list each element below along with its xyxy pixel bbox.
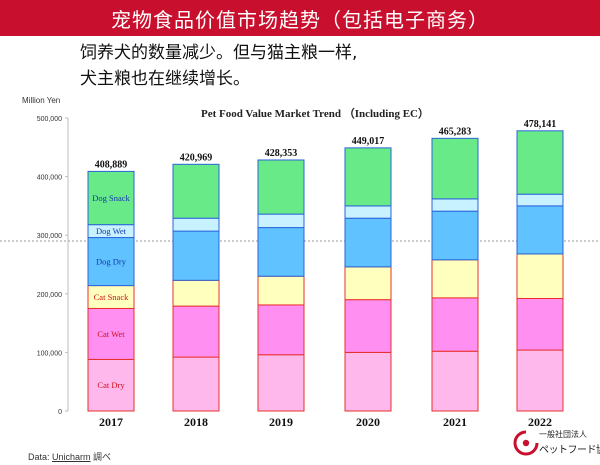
bar-segment-dog-dry	[87, 237, 135, 287]
bar-segment-dog-snack	[87, 170, 135, 226]
bar-segment-cat-wet	[516, 297, 564, 351]
y-axis-label: Million Yen	[22, 96, 60, 105]
logo-swirl-icon	[513, 430, 539, 456]
bar-segment-cat-snack	[172, 279, 220, 307]
y-tick-label: 200,000	[37, 292, 62, 299]
logo-line-2: ペットフード協	[539, 445, 600, 456]
bar-segment-dog-snack	[344, 147, 392, 207]
bar-segment-cat-snack	[516, 253, 564, 299]
y-tick-label: 400,000	[37, 175, 62, 182]
subtitle-line-1: 饲养犬的数量减少。但与猫主粮一样,	[80, 43, 358, 63]
x-tick-label: 2021	[443, 415, 467, 429]
bar-segment-dog-snack	[172, 163, 220, 219]
series-label-cat-wet: Cat Wet	[97, 329, 125, 339]
bar-segment-cat-wet	[172, 305, 220, 358]
x-tick-label: 2017	[99, 415, 123, 429]
bar-segment-dog-dry	[516, 205, 564, 255]
total-label: 408,889	[95, 159, 128, 170]
data-source: Data: Unicharm 調べ	[28, 450, 111, 463]
association-logo: 一般社団法人 ペットフード協	[512, 427, 600, 463]
bar-segment-dog-wet	[431, 198, 479, 212]
x-tick-label: 2018	[184, 415, 208, 429]
series-label-dog-wet: Dog Wet	[96, 226, 127, 236]
bar-segment-cat-wet	[257, 304, 305, 356]
series-label-dog-snack: Dog Snack	[92, 193, 130, 203]
page-title: 宠物食品价值市场趋势（包括电子商务）	[111, 8, 489, 32]
bar-segment-dog-wet	[257, 213, 305, 229]
title-banner: 宠物食品价值市场趋势（包括电子商务）	[0, 0, 600, 36]
subtitle-line-2: 犬主粮也在继续增长。	[80, 69, 250, 89]
x-tick-label: 2020	[356, 415, 380, 429]
series-label-cat-dry: Cat Dry	[97, 380, 125, 390]
bar-segment-dog-dry	[431, 210, 479, 261]
bar-segment-dog-snack	[257, 159, 305, 215]
x-tick-label: 2022	[528, 415, 552, 429]
bar-segment-cat-wet	[87, 307, 135, 360]
bar-segment-cat-wet	[431, 297, 479, 352]
bar-segment-dog-dry	[344, 217, 392, 268]
bar-segment-dog-wet	[172, 217, 220, 232]
x-tick-label: 2019	[269, 415, 293, 429]
source-prefix: Data:	[28, 452, 53, 462]
total-label: 478,141	[524, 119, 557, 130]
bar-segment-cat-dry	[172, 356, 220, 412]
series-label-cat-snack: Cat Snack	[94, 292, 129, 302]
total-label: 428,353	[265, 148, 298, 159]
y-tick-label: 0	[58, 409, 62, 416]
source-suffix: 調べ	[90, 452, 112, 462]
bar-segment-dog-dry	[172, 230, 220, 281]
bar-segment-cat-dry	[257, 354, 305, 412]
source-name: Unicharm	[52, 452, 91, 462]
bar-segment-dog-snack	[431, 137, 479, 200]
bar-segment-dog-snack	[516, 130, 564, 195]
y-tick-label: 300,000	[37, 233, 62, 240]
subtitle-text: 饲养犬的数量减少。但与猫主粮一样, 犬主粮也在继续增长。	[80, 40, 357, 92]
bar-segment-cat-snack	[344, 266, 392, 301]
bar-segment-cat-dry	[87, 358, 135, 412]
y-tick-label: 100,000	[37, 350, 62, 357]
total-label: 449,017	[352, 136, 385, 147]
bar-segment-cat-dry	[431, 350, 479, 412]
total-label: 420,969	[180, 152, 213, 163]
bar-segment-cat-dry	[344, 351, 392, 412]
bar-segment-cat-dry	[516, 349, 564, 412]
bar-segment-dog-wet	[344, 205, 392, 219]
bar-segment-cat-snack	[431, 259, 479, 299]
y-tick-label: 500,000	[37, 116, 62, 123]
bar-segment-cat-snack	[257, 275, 305, 306]
series-label-dog-dry: Dog Dry	[96, 257, 127, 267]
bar-segment-dog-wet	[516, 193, 564, 207]
total-label: 465,283	[439, 126, 472, 137]
chart-title: Pet Food Value Market Trend （Including E…	[201, 107, 429, 120]
logo-line-1: 一般社団法人	[539, 430, 587, 439]
bar-segment-dog-dry	[257, 227, 305, 277]
bar-segment-cat-wet	[344, 299, 392, 353]
